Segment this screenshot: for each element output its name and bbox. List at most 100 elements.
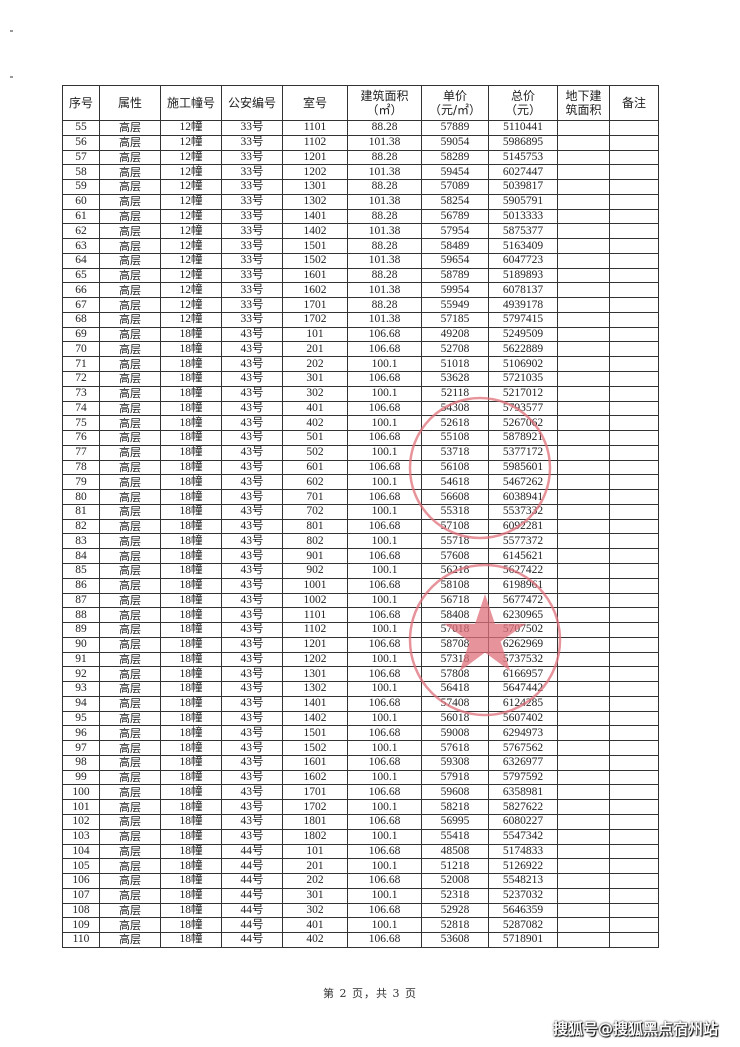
police-no: 33号 (221, 134, 283, 151)
building-no: 12幢 (160, 149, 222, 166)
total-price: 5767562 (488, 740, 558, 756)
floor-area: 106.68 (347, 400, 422, 417)
remarks (609, 887, 659, 904)
property-type: 高层 (99, 607, 161, 624)
unit-price: 58489 (421, 238, 489, 254)
property-type: 高层 (99, 267, 161, 284)
building-no: 18幢 (160, 902, 222, 919)
police-no: 43号 (221, 474, 283, 491)
police-no: 33号 (221, 267, 283, 284)
building-no: 18幢 (160, 356, 222, 373)
table-row: 71 高层 18幢 43号 202 100.1 51018 5106902 (62, 356, 659, 373)
total-price: 5126922 (488, 858, 558, 875)
total-price: 5622889 (488, 341, 558, 358)
unit-price: 58108 (421, 577, 489, 594)
unit-price: 56108 (421, 459, 489, 476)
row-number: 64 (62, 252, 100, 269)
remarks (609, 873, 659, 889)
remarks (609, 754, 659, 771)
basement-area (557, 518, 610, 535)
floor-area: 88.28 (347, 267, 422, 284)
building-no: 18幢 (160, 636, 222, 653)
row-number: 80 (62, 489, 100, 505)
remarks (609, 208, 659, 225)
room-no: 402 (282, 415, 348, 432)
property-type: 高层 (99, 503, 161, 520)
total-price: 6047723 (488, 252, 558, 269)
row-number: 100 (62, 784, 100, 801)
remarks (609, 607, 659, 624)
unit-price: 59608 (421, 784, 489, 801)
remarks (609, 311, 659, 328)
remarks (609, 813, 659, 830)
floor-area: 101.38 (347, 193, 422, 210)
floor-area: 100.1 (347, 533, 422, 550)
room-no: 101 (282, 843, 348, 860)
floor-area: 100.1 (347, 356, 422, 373)
basement-area (557, 341, 610, 358)
total-price: 5237032 (488, 887, 558, 904)
room-no: 1702 (282, 799, 348, 815)
row-number: 81 (62, 503, 100, 520)
property-type: 高层 (99, 843, 161, 860)
row-number: 98 (62, 754, 100, 771)
property-type: 高层 (99, 710, 161, 727)
room-no: 301 (282, 371, 348, 387)
total-price: 5827622 (488, 799, 558, 815)
floor-area: 100.1 (347, 385, 422, 402)
basement-area (557, 725, 610, 742)
police-no: 43号 (221, 459, 283, 476)
police-no: 33号 (221, 252, 283, 269)
remarks (609, 371, 659, 387)
floor-area: 106.68 (347, 695, 422, 712)
room-no: 201 (282, 858, 348, 875)
unit-price: 54618 (421, 474, 489, 491)
property-type: 高层 (99, 518, 161, 535)
building-no: 12幢 (160, 252, 222, 269)
row-number: 110 (62, 932, 100, 948)
remarks (609, 902, 659, 919)
basement-area (557, 858, 610, 875)
basement-area (557, 311, 610, 328)
total-price: 5721035 (488, 371, 558, 387)
total-price: 5174833 (488, 843, 558, 860)
table-row: 105 高层 18幢 44号 201 100.1 51218 5126922 (62, 858, 659, 875)
police-no: 33号 (221, 149, 283, 166)
room-no: 1602 (282, 282, 348, 299)
remarks (609, 503, 659, 520)
remarks (609, 799, 659, 815)
building-no: 12幢 (160, 297, 222, 313)
floor-area: 88.28 (347, 297, 422, 313)
row-number: 65 (62, 267, 100, 284)
property-type: 高层 (99, 548, 161, 564)
property-type: 高层 (99, 902, 161, 919)
row-number: 101 (62, 799, 100, 815)
building-no: 12幢 (160, 193, 222, 210)
building-no: 18幢 (160, 887, 222, 904)
table-row: 93 高层 18幢 43号 1302 100.1 56418 5647442 (62, 681, 659, 697)
building-no: 18幢 (160, 873, 222, 889)
remarks (609, 179, 659, 195)
property-type: 高层 (99, 932, 161, 948)
table-body: 55 高层 12幢 33号 1101 88.28 57889 5110441 56 高层 12幢 33… (62, 120, 659, 948)
basement-area (557, 873, 610, 889)
table-row: 69 高层 18幢 43号 101 106.68 49208 5249509 (62, 326, 659, 343)
table-row: 73 高层 18幢 43号 302 100.1 52118 5217012 (62, 385, 659, 402)
row-number: 59 (62, 179, 100, 195)
remarks (609, 784, 659, 801)
building-no: 12幢 (160, 311, 222, 328)
total-price: 5718901 (488, 932, 558, 948)
floor-area: 106.68 (347, 459, 422, 476)
table-row: 99 高层 18幢 43号 1602 100.1 57918 5797592 (62, 769, 659, 786)
room-no: 701 (282, 489, 348, 505)
building-no: 18幢 (160, 710, 222, 727)
room-no: 1802 (282, 828, 348, 845)
property-type: 高层 (99, 208, 161, 225)
row-number: 63 (62, 238, 100, 254)
unit-price: 58218 (421, 799, 489, 815)
column-header: 建筑面积 （㎡） (347, 85, 422, 121)
unit-price: 54308 (421, 400, 489, 417)
building-no: 18幢 (160, 917, 222, 934)
police-no: 43号 (221, 754, 283, 771)
row-number: 70 (62, 341, 100, 358)
